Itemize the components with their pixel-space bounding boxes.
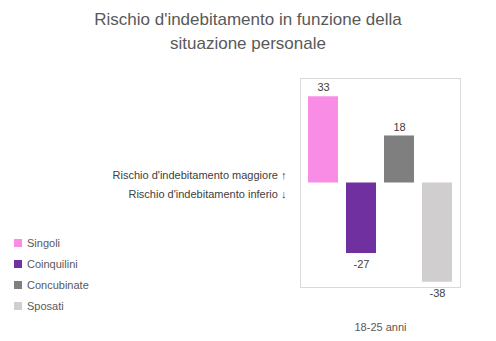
html-text:Rischio d'indebitamento in fun: Rischio d'indebitamento in funzione dell… [94,10,402,53]
svg-text:18-25 anni: 18-25 anni [355,321,407,333]
svg-text:-38: -38 [430,287,446,299]
svg-text:18: 18 [393,120,405,132]
html-text:Sposati: Sposati [27,299,64,312]
html-text:Coinquilini: Coinquilini [27,257,78,270]
svg-text:33: 33 [317,81,329,93]
html-text:Concubinate: Concubinate [27,278,89,291]
svg-text:-27: -27 [354,258,370,270]
html-text:Singoli: Singoli [27,236,60,249]
svg-text:Rischio d'indebitamento maggio: Rischio d'indebitamento maggiore ↑ [113,169,287,181]
svg-text:Rischio d'indebitamento inferi: Rischio d'indebitamento inferio ↓ [128,188,286,200]
